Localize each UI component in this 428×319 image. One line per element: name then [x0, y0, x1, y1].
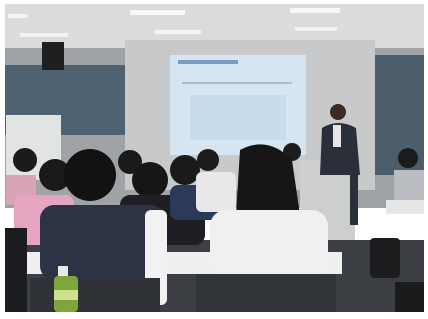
attendee-blouse: [210, 210, 328, 275]
ceiling-light: [130, 10, 185, 15]
page: {}: [0, 0, 428, 319]
ceiling-light: [290, 8, 340, 13]
photo: [0, 0, 428, 319]
ceiling-light: [20, 33, 68, 37]
bottle-label: [54, 290, 78, 300]
head: [197, 149, 219, 171]
person: [196, 172, 236, 212]
chair: [30, 278, 160, 312]
desk: [386, 200, 424, 214]
slide-line: [182, 82, 292, 84]
bag: [370, 238, 400, 278]
speaker-leg: [350, 170, 358, 225]
ceiling-light: [155, 30, 201, 34]
speaker-shirt: [333, 125, 341, 147]
chair: [196, 274, 336, 312]
head: [13, 148, 37, 172]
slide-graphic: [190, 95, 286, 140]
attendee: [5, 228, 27, 312]
head: [64, 149, 116, 201]
ceiling-light: [8, 14, 28, 18]
speaker-box: [42, 42, 64, 70]
head: [398, 148, 418, 168]
bag: [395, 282, 424, 312]
bottle-cap: [58, 266, 68, 276]
slide-heading: [178, 60, 238, 64]
speaker-head: [330, 104, 346, 120]
head: [170, 155, 200, 185]
head: [132, 162, 168, 198]
ceiling-light: [295, 27, 337, 31]
